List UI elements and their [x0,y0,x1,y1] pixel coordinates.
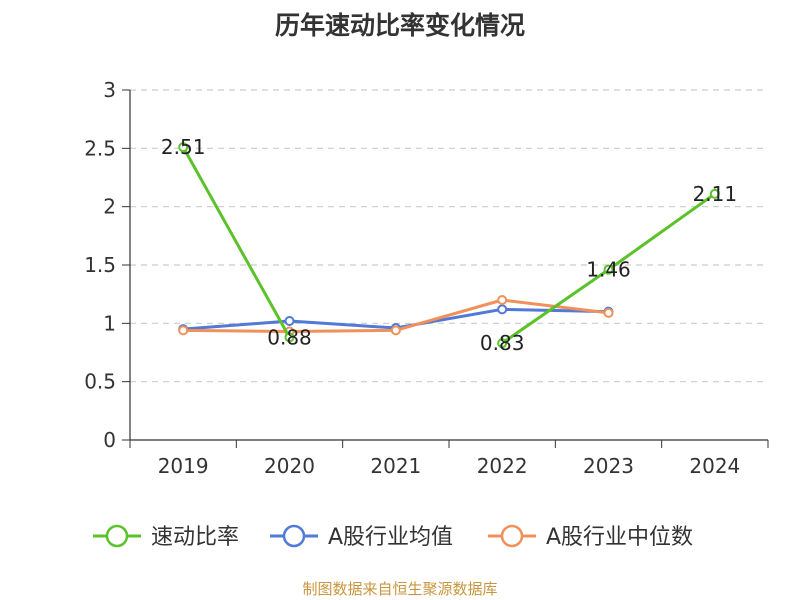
data-point [178,325,189,336]
legend[interactable]: 速动比率 A股行业均值 A股行业中位数 [93,524,693,550]
data-labels: 2.51 0.88 0.83 1.46 2.11 [161,135,737,355]
legend-marker [105,524,129,548]
x-tick-label: 2020 [264,454,315,478]
legend-marker [500,524,524,548]
data-label: 1.46 [586,258,631,282]
data-point [497,338,508,349]
axes: 0 0.5 1 1.5 2 2.5 3 2019 2020 2021 2022 2023 2024 [84,78,769,478]
series-lines [178,142,720,349]
y-tick-label: 0 [103,428,116,452]
gridlines [130,89,768,383]
source-note: 制图数据来自恒生聚源数据库 [302,580,498,598]
legend-label: A股行业均值 [328,525,453,550]
data-point [497,304,508,315]
x-tick-label: 2019 [158,454,209,478]
legend-item[interactable]: 速动比率 [93,524,239,550]
x-tick-label: 2024 [689,454,740,478]
legend-label: 速动比率 [151,525,239,550]
chart-title: 历年速动比率变化情况 [274,11,525,40]
data-label: 2.51 [161,135,206,159]
y-tick-label: 1 [103,311,116,335]
y-tick-label: 2 [103,195,116,219]
data-label: 2.11 [693,182,738,206]
data-point [603,307,614,318]
x-tick-label: 2022 [477,454,528,478]
data-point [709,188,720,199]
data-label: 0.83 [480,331,525,355]
data-point [390,325,401,336]
y-tick-label: 1.5 [84,253,116,277]
data-point [603,264,614,275]
legend-label: A股行业中位数 [546,525,693,550]
y-tick-label: 2.5 [84,136,116,160]
data-point [178,142,189,153]
data-point [284,316,295,326]
x-tick-label: 2021 [370,454,421,478]
series-line [181,146,291,339]
legend-item[interactable]: A股行业中位数 [488,524,693,550]
legend-item[interactable]: A股行业均值 [270,524,453,550]
legend-marker [282,524,306,548]
y-tick-label: 3 [103,78,116,102]
x-tick-label: 2023 [583,454,634,478]
data-label: 0.88 [267,325,312,349]
data-point [497,295,508,305]
data-point [284,332,295,343]
y-tick-label: 0.5 [84,370,116,394]
